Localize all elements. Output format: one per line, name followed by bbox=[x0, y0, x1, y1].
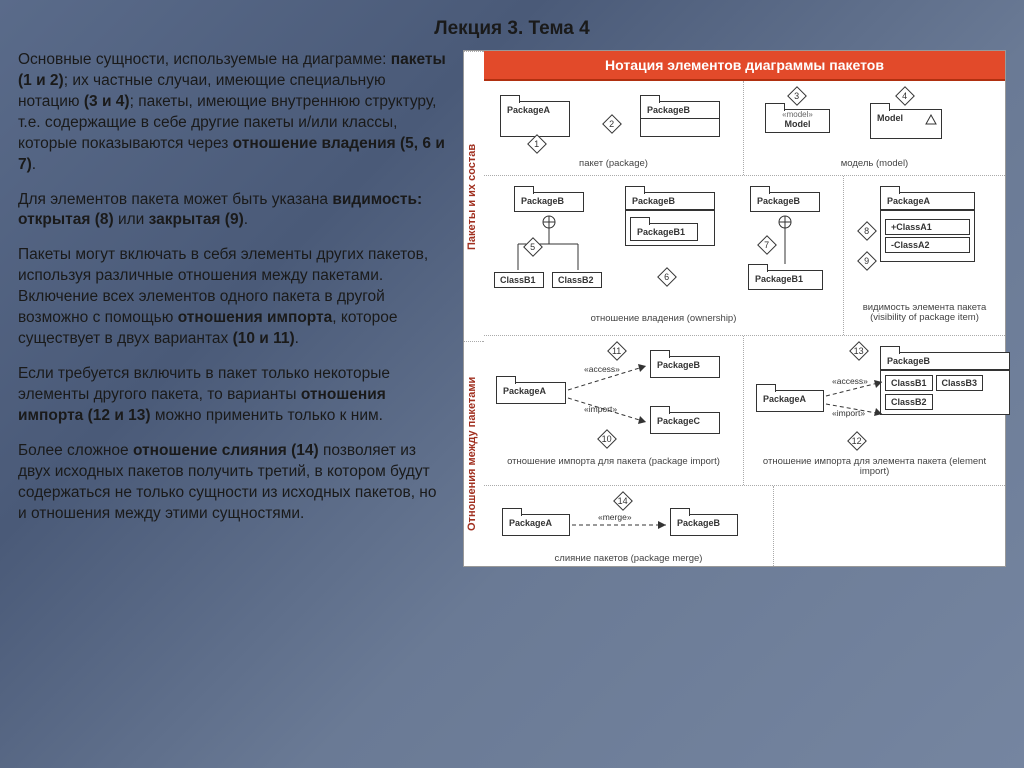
para-4: Если требуется включить в пакет только н… bbox=[18, 364, 448, 427]
eimp-pkgA: PackageA bbox=[756, 390, 824, 412]
side-label-relations: Отношения между пакетами bbox=[464, 341, 484, 566]
marker-2: 2 bbox=[602, 114, 622, 134]
own-pkgB-1: PackageB bbox=[514, 192, 584, 212]
cell-elem-import: PackageA PackageB ClassB1 ClassB3 ClassB… bbox=[744, 336, 1005, 485]
cell-empty bbox=[774, 486, 1005, 566]
cell-merge: PackageA PackageB «merge» 14 слияние пак… bbox=[484, 486, 774, 566]
imp-pkgB: PackageB bbox=[650, 356, 720, 378]
marker-4: 4 bbox=[895, 86, 915, 106]
side-label-composition: Пакеты и их состав bbox=[464, 51, 484, 341]
page-title: Лекция 3. Тема 4 bbox=[0, 0, 1024, 50]
caption-ownership: отношение владения (ownership) bbox=[490, 313, 837, 324]
row-3: PackageA PackageB PackageC «access» «imp… bbox=[484, 336, 1005, 486]
own-classB2: ClassB2 bbox=[552, 272, 602, 288]
diagram-panel: Пакеты и их состав Отношения между пакет… bbox=[463, 50, 1006, 567]
vis-classA2: -ClassA2 bbox=[885, 237, 970, 253]
side-labels: Пакеты и их состав Отношения между пакет… bbox=[464, 51, 484, 566]
vis-pkgA: PackageA +ClassA1 -ClassA2 bbox=[880, 192, 975, 262]
marker-6: 6 bbox=[657, 267, 677, 287]
caption-elem-import: отношение импорта для элемента пакета (e… bbox=[750, 457, 999, 478]
eimp-classB3: ClassB3 bbox=[936, 375, 984, 391]
access-label: «access» bbox=[584, 364, 620, 374]
eimp-classB1: ClassB1 bbox=[885, 375, 933, 391]
own-pkgB1: PackageB1 bbox=[748, 270, 823, 290]
own-pkgB-3: PackageB bbox=[750, 192, 820, 212]
cell-model: «model» Model Model 3 4 модель (model) bbox=[744, 81, 1005, 175]
marker-8: 8 bbox=[857, 221, 877, 241]
cell-ownership: PackageB ClassB1 ClassB2 5 bbox=[484, 176, 844, 335]
marker-7: 7 bbox=[757, 235, 777, 255]
caption-merge: слияние пакетов (package merge) bbox=[490, 553, 767, 564]
marker-10: 10 bbox=[597, 429, 617, 449]
merge-label: «merge» bbox=[598, 512, 632, 522]
para-5: Более сложное отношение слияния (14) поз… bbox=[18, 441, 448, 525]
cell-visibility: PackageA +ClassA1 -ClassA2 8 9 видимость… bbox=[844, 176, 1005, 335]
pkg-model-1: «model» Model bbox=[765, 109, 830, 133]
imp-pkgA: PackageA bbox=[496, 382, 566, 404]
marker-5: 5 bbox=[523, 237, 543, 257]
marker-11: 11 bbox=[607, 341, 627, 361]
marker-9: 9 bbox=[857, 251, 877, 271]
diagram-banner: Нотация элементов диаграммы пакетов bbox=[484, 51, 1005, 81]
own-classB1: ClassB1 bbox=[494, 272, 544, 288]
marker-12: 12 bbox=[847, 431, 867, 451]
row-1: PackageA PackageB 1 2 пакет (package) «m… bbox=[484, 81, 1005, 176]
cell-package: PackageA PackageB 1 2 пакет (package) bbox=[484, 81, 744, 175]
para-2: Для элементов пакета может быть указана … bbox=[18, 190, 448, 232]
marker-1: 1 bbox=[527, 134, 547, 154]
own-pkgB-2: PackageB PackageB1 bbox=[625, 192, 715, 246]
vis-classA1: +ClassA1 bbox=[885, 219, 970, 235]
eimp-classB2: ClassB2 bbox=[885, 394, 933, 410]
import-label: «import» bbox=[584, 404, 617, 414]
caption-package: пакет (package) bbox=[490, 158, 737, 169]
content: Основные сущности, используемые на диагр… bbox=[0, 50, 1024, 567]
access-label-2: «access» bbox=[832, 376, 868, 386]
row-2: PackageB ClassB1 ClassB2 5 bbox=[484, 176, 1005, 336]
pkg-b: PackageB bbox=[640, 101, 720, 137]
merge-pkgA: PackageA bbox=[502, 514, 570, 536]
marker-14: 14 bbox=[613, 491, 633, 511]
text-column: Основные сущности, используемые на диагр… bbox=[18, 50, 448, 567]
pkg-a: PackageA bbox=[500, 101, 570, 137]
caption-pkg-import: отношение импорта для пакета (package im… bbox=[490, 457, 737, 467]
caption-visibility: видимость элемента пакета (visibility of… bbox=[850, 303, 999, 324]
para-3: Пакеты могут включать в себя элементы др… bbox=[18, 245, 448, 350]
imp-pkgC: PackageC bbox=[650, 412, 720, 434]
para-1: Основные сущности, используемые на диагр… bbox=[18, 50, 448, 176]
cell-pkg-import: PackageA PackageB PackageC «access» «imp… bbox=[484, 336, 744, 485]
eimp-pkgB: PackageB ClassB1 ClassB3 ClassB2 bbox=[880, 352, 1010, 415]
row-4: PackageA PackageB «merge» 14 слияние пак… bbox=[484, 486, 1005, 566]
marker-13: 13 bbox=[849, 341, 869, 361]
own-pkgB1-inner: PackageB1 bbox=[630, 223, 698, 241]
caption-model: модель (model) bbox=[750, 158, 999, 169]
marker-3: 3 bbox=[787, 86, 807, 106]
merge-pkgB: PackageB bbox=[670, 514, 738, 536]
pkg-model-2: Model bbox=[870, 109, 942, 139]
diagram-body: Нотация элементов диаграммы пакетов Pack… bbox=[484, 51, 1005, 566]
import-label-2: «import» bbox=[832, 408, 865, 418]
